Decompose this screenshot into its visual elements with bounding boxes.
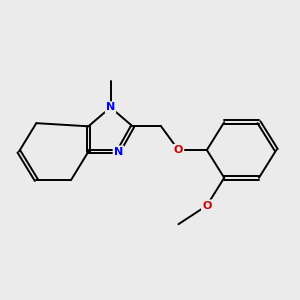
Text: O: O xyxy=(174,145,183,155)
Text: O: O xyxy=(202,201,212,211)
Text: N: N xyxy=(106,102,115,112)
Text: N: N xyxy=(114,147,123,157)
